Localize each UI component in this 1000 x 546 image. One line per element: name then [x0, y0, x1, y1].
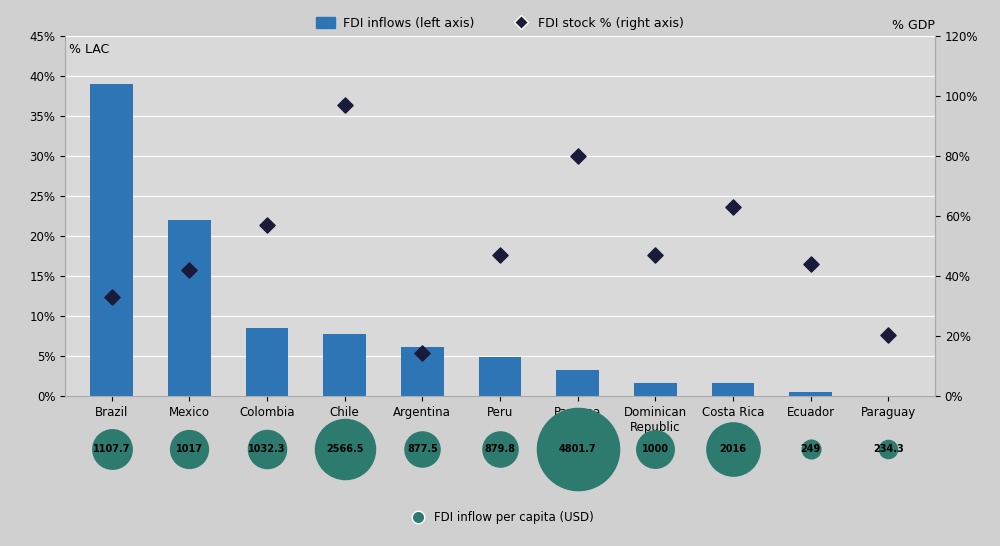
Text: 1000: 1000 [642, 444, 669, 454]
Text: 2016: 2016 [720, 444, 747, 454]
Point [492, 445, 508, 454]
Bar [712, 383, 754, 396]
Text: 879.8: 879.8 [484, 444, 516, 454]
Bar [168, 220, 211, 396]
Point [647, 251, 663, 259]
Bar [90, 84, 133, 396]
Text: 877.5: 877.5 [407, 444, 438, 454]
Point [647, 445, 663, 454]
Point [492, 251, 508, 259]
Point [570, 152, 586, 161]
Text: % LAC: % LAC [69, 43, 110, 56]
Text: 1032.3: 1032.3 [248, 444, 286, 454]
Point [570, 445, 586, 454]
Text: 234.3: 234.3 [873, 444, 904, 454]
Text: % GDP: % GDP [892, 19, 935, 32]
Text: 249: 249 [801, 444, 821, 454]
Legend: FDI inflows (left axis), FDI stock % (right axis): FDI inflows (left axis), FDI stock % (ri… [311, 12, 689, 35]
Text: 1017: 1017 [176, 444, 203, 454]
Point [803, 445, 819, 454]
Bar [556, 370, 599, 396]
Point [104, 293, 120, 301]
Point [259, 221, 275, 229]
Point [414, 445, 430, 454]
Text: 4801.7: 4801.7 [559, 444, 596, 454]
Text: 1107.7: 1107.7 [93, 444, 130, 454]
Bar [789, 393, 832, 396]
Point [414, 348, 430, 357]
Point [725, 203, 741, 211]
Bar [401, 347, 444, 396]
Point [337, 100, 353, 109]
Text: 2566.5: 2566.5 [326, 444, 363, 454]
Point [104, 445, 120, 454]
Point [880, 330, 896, 339]
Point [259, 445, 275, 454]
Point [181, 445, 197, 454]
Point [880, 445, 896, 454]
Bar [479, 357, 521, 396]
Point [337, 445, 353, 454]
Point [725, 445, 741, 454]
Point [181, 266, 197, 275]
Bar [634, 383, 677, 396]
Point [803, 260, 819, 269]
Bar [246, 328, 288, 396]
Bar [323, 334, 366, 396]
Legend: FDI inflow per capita (USD): FDI inflow per capita (USD) [401, 507, 599, 529]
